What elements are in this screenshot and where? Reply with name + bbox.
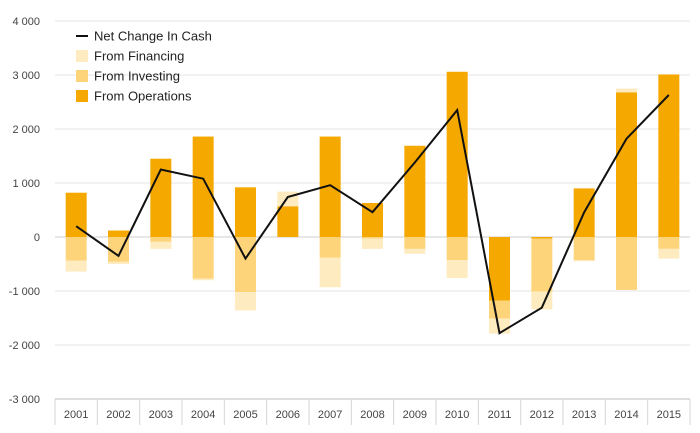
bar-from-financing <box>108 261 129 264</box>
legend-swatch-from-financing <box>76 50 88 62</box>
x-tick-label: 2013 <box>572 409 596 421</box>
x-tick-label: 2011 <box>488 409 512 421</box>
bar-from-financing <box>150 241 172 249</box>
bar-from-operations <box>616 92 637 237</box>
bar-from-operations <box>446 71 468 237</box>
y-tick-label: 4 000 <box>12 16 40 28</box>
bar-from-financing <box>362 238 383 249</box>
legend-swatch-from-investing <box>76 70 88 82</box>
x-tick-label: 2002 <box>106 409 130 421</box>
bar-from-operations <box>235 187 256 237</box>
y-tick-label: 2 000 <box>12 124 40 136</box>
y-tick-label: -2 000 <box>9 340 40 352</box>
y-tick-label: 0 <box>34 232 40 244</box>
net-change-line <box>75 94 670 335</box>
x-tick-label: 2009 <box>403 409 427 421</box>
bar-from-investing <box>319 237 341 258</box>
bar-from-financing <box>192 278 214 281</box>
bar-from-investing <box>531 238 553 292</box>
bar-from-operations <box>362 202 383 237</box>
bar-from-investing <box>150 237 172 242</box>
bar-from-investing <box>362 237 383 239</box>
x-tick-label: 2015 <box>657 409 681 421</box>
bar-from-financing <box>277 191 299 207</box>
bar-from-operations <box>404 145 426 237</box>
bar-from-operations <box>108 230 129 237</box>
x-tick-label: 2006 <box>276 409 300 421</box>
y-tick-label: -1 000 <box>9 286 40 298</box>
y-tick-label: 3 000 <box>12 70 40 82</box>
x-tick-label: 2014 <box>614 409 638 421</box>
bar-from-financing <box>235 292 256 311</box>
y-tick-label: 1 000 <box>12 178 40 190</box>
x-tick-label: 2007 <box>318 409 342 421</box>
legend-label-from-operations: From Operations <box>94 89 192 104</box>
x-tick-label: 2004 <box>191 409 215 421</box>
x-tick-label: 2003 <box>149 409 173 421</box>
bar-from-operations <box>319 136 341 237</box>
bar-from-financing <box>404 248 426 254</box>
bar-from-financing <box>446 260 468 279</box>
x-tick-label: 2010 <box>445 409 469 421</box>
bar-from-financing <box>573 260 595 262</box>
bar-from-investing <box>446 237 468 261</box>
bar-from-financing <box>319 257 341 288</box>
bar-from-investing <box>404 237 426 249</box>
bar-from-investing <box>192 237 214 279</box>
y-tick-label: -3 000 <box>9 394 40 406</box>
x-tick-label: 2005 <box>233 409 257 421</box>
bar-from-operations <box>531 237 553 239</box>
bar-from-financing <box>658 248 680 259</box>
x-tick-label: 2001 <box>64 409 88 421</box>
bar-from-investing <box>489 300 510 319</box>
x-tick-label: 2012 <box>530 409 554 421</box>
bar-from-investing <box>616 237 637 290</box>
x-tick-label: 2008 <box>360 409 384 421</box>
bar-from-operations <box>192 136 214 237</box>
legend-label-from-investing: From Investing <box>94 69 180 84</box>
bar-from-financing <box>65 260 87 272</box>
bar-from-investing <box>573 237 595 261</box>
legend-swatch-from-operations <box>76 90 88 102</box>
bar-from-investing <box>65 237 87 261</box>
bar-from-investing <box>658 237 680 249</box>
bar-from-operations <box>65 192 87 237</box>
bar-from-operations <box>658 74 680 238</box>
bar-from-operations <box>489 237 510 301</box>
bar-from-financing <box>616 88 637 93</box>
legend-label-net-change-in-cash: Net Change In Cash <box>94 29 212 44</box>
legend-label-from-financing: From Financing <box>94 49 184 64</box>
bar-from-operations <box>277 206 299 237</box>
